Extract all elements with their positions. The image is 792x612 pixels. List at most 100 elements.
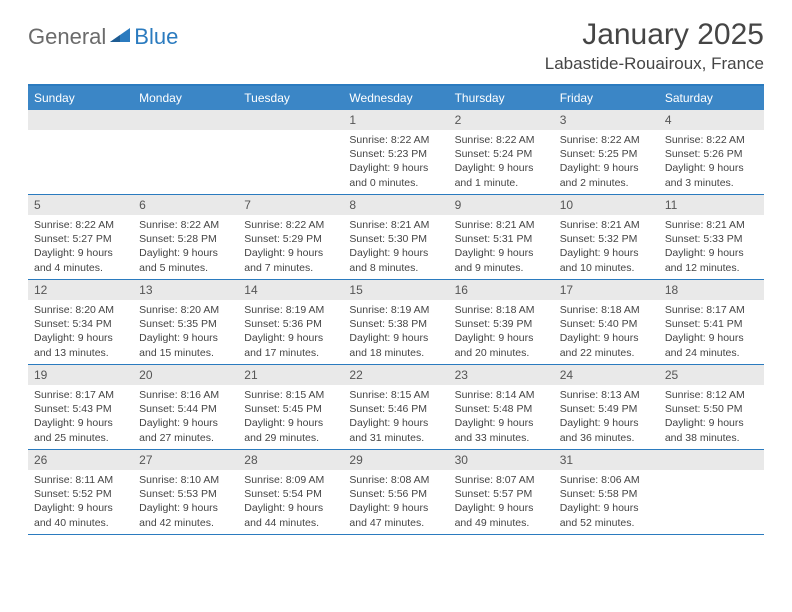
sunrise-line: Sunrise: 8:22 AM: [244, 218, 337, 232]
sunrise-line: Sunrise: 8:22 AM: [139, 218, 232, 232]
day-number: 11: [659, 195, 764, 215]
day-number: 29: [343, 450, 448, 470]
daylight-line: Daylight: 9 hours: [34, 501, 127, 515]
day-cell: 20Sunrise: 8:16 AMSunset: 5:44 PMDayligh…: [133, 365, 238, 449]
day-body: Sunrise: 8:22 AMSunset: 5:23 PMDaylight:…: [343, 130, 448, 194]
day-number: 28: [238, 450, 343, 470]
day-cell: 7Sunrise: 8:22 AMSunset: 5:29 PMDaylight…: [238, 195, 343, 279]
day-cell: 12Sunrise: 8:20 AMSunset: 5:34 PMDayligh…: [28, 280, 133, 364]
daylight-line: Daylight: 9 hours: [560, 331, 653, 345]
daylight-line-2: and 33 minutes.: [455, 431, 548, 445]
sunrise-line: Sunrise: 8:07 AM: [455, 473, 548, 487]
sunrise-line: Sunrise: 8:14 AM: [455, 388, 548, 402]
daylight-line-2: and 29 minutes.: [244, 431, 337, 445]
sunrise-line: Sunrise: 8:19 AM: [349, 303, 442, 317]
sunrise-line: Sunrise: 8:21 AM: [560, 218, 653, 232]
day-number: 25: [659, 365, 764, 385]
daylight-line: Daylight: 9 hours: [455, 501, 548, 515]
sunrise-line: Sunrise: 8:22 AM: [34, 218, 127, 232]
logo-triangle-icon: [110, 26, 132, 49]
sunset-line: Sunset: 5:58 PM: [560, 487, 653, 501]
day-cell: [238, 110, 343, 194]
daylight-line: Daylight: 9 hours: [244, 501, 337, 515]
daylight-line: Daylight: 9 hours: [560, 501, 653, 515]
day-number: [133, 110, 238, 130]
sunrise-line: Sunrise: 8:19 AM: [244, 303, 337, 317]
daylight-line-2: and 38 minutes.: [665, 431, 758, 445]
day-cell: 21Sunrise: 8:15 AMSunset: 5:45 PMDayligh…: [238, 365, 343, 449]
day-body: Sunrise: 8:19 AMSunset: 5:36 PMDaylight:…: [238, 300, 343, 364]
sunrise-line: Sunrise: 8:15 AM: [349, 388, 442, 402]
sunrise-line: Sunrise: 8:21 AM: [455, 218, 548, 232]
day-body: Sunrise: 8:06 AMSunset: 5:58 PMDaylight:…: [554, 470, 659, 534]
day-cell: 5Sunrise: 8:22 AMSunset: 5:27 PMDaylight…: [28, 195, 133, 279]
day-number: 31: [554, 450, 659, 470]
day-cell: [28, 110, 133, 194]
day-cell: 23Sunrise: 8:14 AMSunset: 5:48 PMDayligh…: [449, 365, 554, 449]
day-number: 24: [554, 365, 659, 385]
day-number: 26: [28, 450, 133, 470]
header: General Blue January 2025 Labastide-Roua…: [0, 0, 792, 78]
day-body: Sunrise: 8:13 AMSunset: 5:49 PMDaylight:…: [554, 385, 659, 449]
day-body: [133, 130, 238, 190]
sunrise-line: Sunrise: 8:17 AM: [34, 388, 127, 402]
day-number: 2: [449, 110, 554, 130]
day-number: 7: [238, 195, 343, 215]
daylight-line: Daylight: 9 hours: [244, 416, 337, 430]
day-body: Sunrise: 8:08 AMSunset: 5:56 PMDaylight:…: [343, 470, 448, 534]
daylight-line-2: and 24 minutes.: [665, 346, 758, 360]
sunset-line: Sunset: 5:27 PM: [34, 232, 127, 246]
day-cell: 9Sunrise: 8:21 AMSunset: 5:31 PMDaylight…: [449, 195, 554, 279]
sunrise-line: Sunrise: 8:21 AM: [349, 218, 442, 232]
sunset-line: Sunset: 5:23 PM: [349, 147, 442, 161]
weekday-header: Thursday: [449, 86, 554, 110]
sunset-line: Sunset: 5:52 PM: [34, 487, 127, 501]
day-number: 13: [133, 280, 238, 300]
sunrise-line: Sunrise: 8:15 AM: [244, 388, 337, 402]
day-cell: [133, 110, 238, 194]
daylight-line: Daylight: 9 hours: [244, 331, 337, 345]
day-body: Sunrise: 8:19 AMSunset: 5:38 PMDaylight:…: [343, 300, 448, 364]
day-body: Sunrise: 8:22 AMSunset: 5:24 PMDaylight:…: [449, 130, 554, 194]
daylight-line-2: and 10 minutes.: [560, 261, 653, 275]
calendar: SundayMondayTuesdayWednesdayThursdayFrid…: [28, 84, 764, 535]
day-number: 4: [659, 110, 764, 130]
day-body: Sunrise: 8:22 AMSunset: 5:28 PMDaylight:…: [133, 215, 238, 279]
day-body: Sunrise: 8:22 AMSunset: 5:25 PMDaylight:…: [554, 130, 659, 194]
day-cell: 1Sunrise: 8:22 AMSunset: 5:23 PMDaylight…: [343, 110, 448, 194]
day-number: 3: [554, 110, 659, 130]
logo-text-general: General: [28, 24, 106, 50]
page-title: January 2025: [545, 18, 764, 52]
daylight-line-2: and 40 minutes.: [34, 516, 127, 530]
day-cell: 14Sunrise: 8:19 AMSunset: 5:36 PMDayligh…: [238, 280, 343, 364]
day-number: 9: [449, 195, 554, 215]
day-body: Sunrise: 8:21 AMSunset: 5:32 PMDaylight:…: [554, 215, 659, 279]
daylight-line: Daylight: 9 hours: [34, 416, 127, 430]
sunset-line: Sunset: 5:33 PM: [665, 232, 758, 246]
sunrise-line: Sunrise: 8:06 AM: [560, 473, 653, 487]
sunrise-line: Sunrise: 8:16 AM: [139, 388, 232, 402]
day-cell: 24Sunrise: 8:13 AMSunset: 5:49 PMDayligh…: [554, 365, 659, 449]
day-cell: 2Sunrise: 8:22 AMSunset: 5:24 PMDaylight…: [449, 110, 554, 194]
day-number: 8: [343, 195, 448, 215]
sunrise-line: Sunrise: 8:22 AM: [349, 133, 442, 147]
day-body: [28, 130, 133, 190]
daylight-line: Daylight: 9 hours: [665, 161, 758, 175]
daylight-line: Daylight: 9 hours: [455, 331, 548, 345]
day-number: 18: [659, 280, 764, 300]
day-cell: 25Sunrise: 8:12 AMSunset: 5:50 PMDayligh…: [659, 365, 764, 449]
daylight-line-2: and 3 minutes.: [665, 176, 758, 190]
sunset-line: Sunset: 5:34 PM: [34, 317, 127, 331]
day-cell: 6Sunrise: 8:22 AMSunset: 5:28 PMDaylight…: [133, 195, 238, 279]
day-body: Sunrise: 8:21 AMSunset: 5:30 PMDaylight:…: [343, 215, 448, 279]
weekday-header: Saturday: [659, 86, 764, 110]
day-body: Sunrise: 8:15 AMSunset: 5:45 PMDaylight:…: [238, 385, 343, 449]
day-cell: 8Sunrise: 8:21 AMSunset: 5:30 PMDaylight…: [343, 195, 448, 279]
daylight-line: Daylight: 9 hours: [349, 161, 442, 175]
day-body: Sunrise: 8:11 AMSunset: 5:52 PMDaylight:…: [28, 470, 133, 534]
day-number: 5: [28, 195, 133, 215]
daylight-line-2: and 52 minutes.: [560, 516, 653, 530]
calendar-body: 1Sunrise: 8:22 AMSunset: 5:23 PMDaylight…: [28, 110, 764, 535]
daylight-line: Daylight: 9 hours: [139, 246, 232, 260]
day-number: [238, 110, 343, 130]
